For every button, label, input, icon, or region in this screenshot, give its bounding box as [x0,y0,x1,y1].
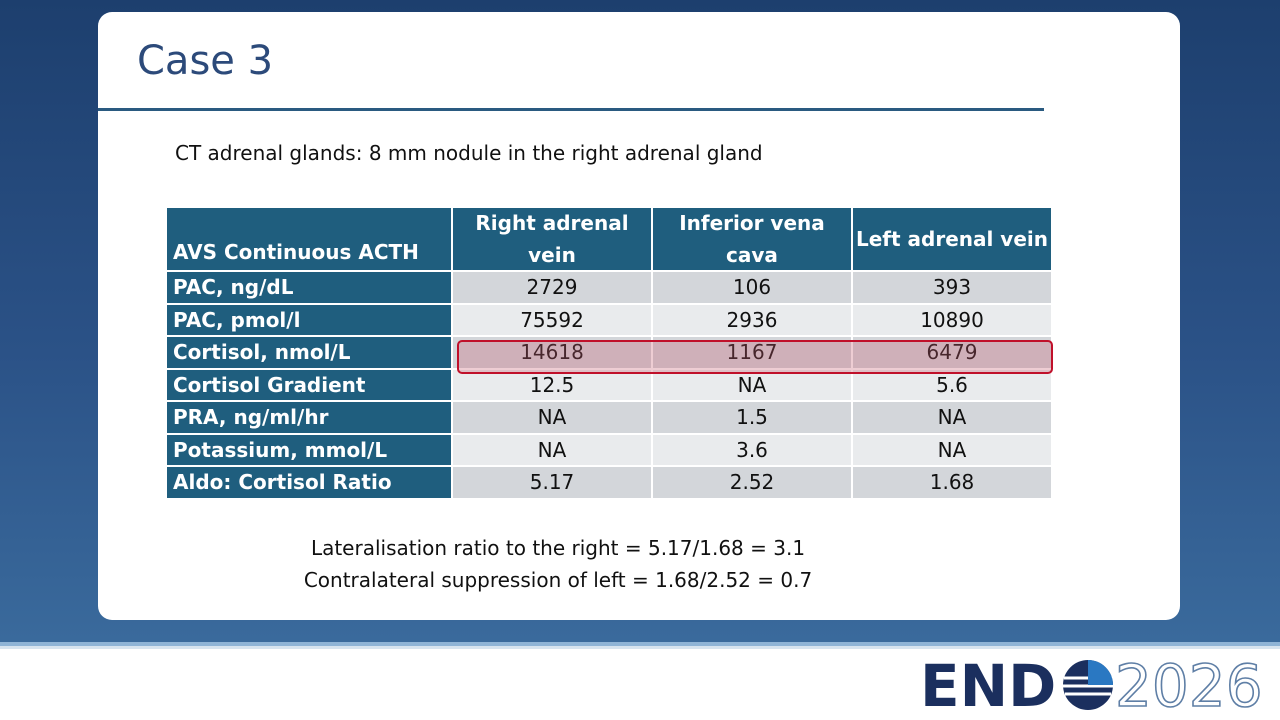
table-cell: NA [853,402,1053,435]
header-cell: AVS Continuous ACTH [167,208,453,272]
table-cell: 1.68 [853,467,1053,500]
table-cell: NA [453,434,653,467]
table-row: Cortisol, nmol/L 14618 1167 6479 [167,337,1053,370]
table-cell: 2729 [453,272,653,305]
table-cell: NA [653,369,853,402]
header-cell: Left adrenal vein [853,208,1053,272]
table-row: PAC, pmol/l 75592 2936 10890 [167,304,1053,337]
table-cell: 3.6 [653,434,853,467]
table-cell: 2.52 [653,467,853,500]
table-cell: 393 [853,272,1053,305]
table-row: PAC, ng/dL 2729 106 393 [167,272,1053,305]
divider [0,646,1280,649]
table-cell: 5.6 [853,369,1053,402]
table-row: PRA, ng/ml/hr NA 1.5 NA [167,402,1053,435]
header-cell: Right adrenal vein [453,208,653,272]
table-cell: 12.5 [453,369,653,402]
logo-globe [1063,660,1113,710]
row-label: PRA, ng/ml/hr [167,402,453,435]
table-row: Aldo: Cortisol Ratio 5.17 2.52 1.68 [167,467,1053,500]
row-label: Cortisol, nmol/L [167,337,453,370]
table-cell: NA [453,402,653,435]
row-label: Cortisol Gradient [167,369,453,402]
row-label: PAC, ng/dL [167,272,453,305]
table-cell: 75592 [453,304,653,337]
table-row: Potassium, mmol/L NA 3.6 NA [167,434,1053,467]
logo: END 2026 [920,651,1263,718]
table-cell: 10890 [853,304,1053,337]
logo-year: 2026 [1115,652,1263,718]
logo-text: END [920,652,1056,718]
divider [0,642,1280,646]
title-rule [98,108,1044,111]
table-cell: NA [853,434,1053,467]
highlight-box [457,340,1053,374]
table-cell: 1.5 [653,402,853,435]
table-cell: 5.17 [453,467,653,500]
table-row: Cortisol Gradient 12.5 NA 5.6 [167,369,1053,402]
table-cell: 2936 [653,304,853,337]
note: Contralateral suppression of left = 1.68… [303,568,813,592]
table-cell: 14618 [453,337,653,370]
header-cell: Inferior vena cava [653,208,853,272]
slide-title: Case 3 [137,38,274,84]
header-row: AVS Continuous ACTH Right adrenal vein Inf… [167,208,1053,272]
table: AVS Continuous ACTH Right adrenal vein Inf… [167,208,1053,500]
row-label: PAC, pmol/l [167,304,453,337]
subtitle: CT adrenal glands: 8 mm nodule in the ri… [175,141,763,165]
row-label: Potassium, mmol/L [167,434,453,467]
table-cell: 6479 [853,337,1053,370]
table-cell: 106 [653,272,853,305]
table-cell: 1167 [653,337,853,370]
note: Lateralisation ratio to the right = 5.17… [310,536,806,560]
row-label: Aldo: Cortisol Ratio [167,467,453,500]
